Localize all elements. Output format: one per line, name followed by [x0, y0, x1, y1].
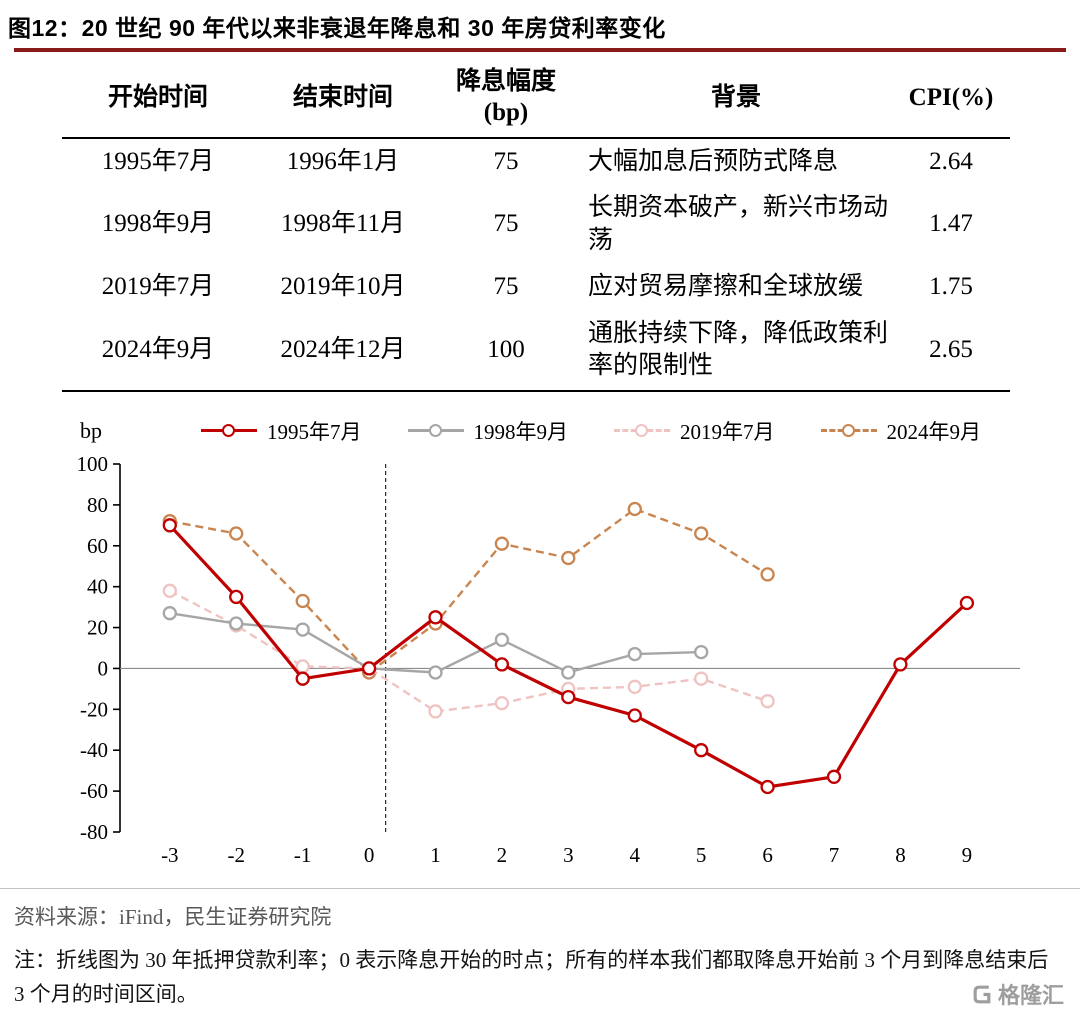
legend-marker-icon: [635, 424, 648, 437]
cell-start-time: 2019年7月: [101, 273, 215, 300]
col-header-cpi: CPI(%): [892, 62, 1010, 139]
cell-cut-magnitude: 100: [487, 335, 525, 363]
cell-background: 应对贸易摩擦和全球放缓: [588, 273, 864, 300]
footer: 资料来源：iFind，民生证券研究院 注：折线图为 30 年抵押贷款利率；0 表…: [0, 887, 1080, 1011]
table-row: 2024年9月 2024年12月 100 通胀持续下降，降低政策利率的限制性 2…: [62, 311, 1010, 391]
col-header-cut-magnitude-line1: 降息幅度: [455, 68, 556, 95]
svg-text:100: 100: [77, 452, 109, 476]
title-underline-rule: [14, 48, 1066, 52]
legend-item-1998: 1998年9月: [407, 416, 569, 446]
figure-title-block: 图12：20 世纪 90 年代以来非衰退年降息和 30 年房贷利率变化: [0, 0, 1080, 52]
svg-text:7: 7: [829, 843, 840, 867]
legend-label: 2019年7月: [680, 419, 775, 444]
gelonghui-logo: 格隆汇: [972, 978, 1064, 1010]
cell-start-time: 1995年7月: [101, 147, 215, 175]
legend-item-2019: 2019年7月: [614, 416, 775, 446]
legend-marker-icon: [428, 424, 442, 437]
cell-cpi: 2.64: [929, 147, 973, 175]
legend-label: 1995年7月: [267, 419, 362, 444]
rate-cut-table: 开始时间 结束时间 降息幅度 (bp) 背景 CPI(%) 1995年7月 19…: [62, 62, 1010, 392]
svg-text:20: 20: [87, 615, 108, 639]
svg-text:1: 1: [430, 843, 441, 867]
cell-start-time: 2024年9月: [101, 335, 215, 363]
table-row: 1998年9月 1998年11月 75 长期资本破产，新兴市场动荡 1.47: [62, 185, 1010, 264]
legend-label: 2024年9月: [886, 419, 982, 444]
svg-text:5: 5: [696, 843, 707, 867]
svg-text:80: 80: [87, 492, 108, 516]
svg-text:9: 9: [962, 843, 973, 867]
table-header-row: 开始时间 结束时间 降息幅度 (bp) 背景 CPI(%): [62, 62, 1010, 139]
line-chart: 100 80 60 40 20 0 -20 -40 -60 -80 -3 -2 -1 0 1 2 3 4 5 6 7 8 9: [77, 452, 1020, 867]
cell-cpi: 1.75: [929, 273, 973, 300]
svg-text:-60: -60: [80, 779, 108, 803]
legend-line-sample-icon: [614, 424, 670, 437]
svg-text:0: 0: [364, 843, 375, 867]
svg-text:-40: -40: [80, 738, 108, 762]
legend-line-sample-icon: [201, 424, 257, 437]
col-header-cut-magnitude: 降息幅度 (bp): [432, 62, 580, 139]
svg-text:-20: -20: [80, 697, 108, 721]
svg-text:-1: -1: [294, 843, 312, 867]
cell-cut-magnitude: 75: [493, 273, 519, 300]
svg-text:-80: -80: [80, 820, 108, 844]
col-header-start-time: 开始时间: [62, 62, 254, 139]
col-header-end-time: 结束时间: [254, 62, 432, 139]
legend-item-1995: 1995年7月: [201, 416, 362, 446]
chart-legend: 1995年7月 1998年9月 2019年7月 2024年9月: [102, 416, 1080, 446]
svg-text:8: 8: [895, 843, 906, 867]
svg-text:3: 3: [563, 843, 574, 867]
cell-background: 长期资本破产，新兴市场动荡: [588, 194, 889, 254]
gelonghui-logo-icon: [973, 985, 991, 1003]
legend-marker-icon: [841, 424, 855, 437]
y-axis-unit-label: bp: [80, 417, 102, 443]
cell-start-time: 1998年9月: [101, 210, 215, 238]
svg-text:-2: -2: [227, 843, 245, 867]
legend-line-sample-icon: [407, 424, 464, 437]
cell-end-time: 2019年10月: [280, 273, 406, 300]
cell-cut-magnitude: 75: [493, 147, 519, 175]
cell-end-time: 1996年1月: [286, 147, 400, 175]
svg-text:0: 0: [98, 656, 109, 680]
col-header-cut-magnitude-unit: (bp): [483, 99, 529, 127]
figure-title: 图12：20 世纪 90 年代以来非衰退年降息和 30 年房贷利率变化: [8, 15, 666, 41]
methodology-note: 注：折线图为 30 年抵押贷款利率；0 表示降息开始的时点；所有的样本我们都取降…: [14, 947, 1049, 1006]
gelonghui-logo-text: 格隆汇: [997, 983, 1064, 1008]
cell-cut-magnitude: 75: [493, 210, 519, 238]
cell-end-time: 2024年12月: [280, 335, 406, 363]
cell-end-time: 1998年11月: [280, 210, 406, 238]
cell-cpi: 1.47: [929, 210, 973, 238]
svg-text:2: 2: [497, 843, 508, 867]
svg-text:6: 6: [762, 843, 773, 867]
legend-marker-icon: [222, 424, 235, 437]
svg-text:-3: -3: [161, 843, 179, 867]
legend-label: 1998年9月: [473, 419, 569, 444]
cell-cpi: 2.65: [929, 335, 973, 363]
legend-line-sample-icon: [820, 424, 877, 437]
table-row: 1995年7月 1996年1月 75 大幅加息后预防式降息 2.64: [62, 138, 1010, 186]
chart-header: bp 1995年7月 1998年9月 2019年7月 2024年9月: [0, 416, 1080, 446]
cell-background: 大幅加息后预防式降息: [588, 147, 839, 175]
table-row: 2019年7月 2019年10月 75 应对贸易摩擦和全球放缓 1.75: [62, 264, 1010, 311]
cell-background: 通胀持续下降，降低政策利率的限制性: [588, 319, 889, 380]
legend-item-2024: 2024年9月: [820, 416, 982, 446]
source-note: 资料来源：iFind，民生证券研究院: [14, 904, 332, 929]
svg-text:60: 60: [87, 533, 108, 557]
svg-text:4: 4: [630, 843, 641, 867]
svg-text:40: 40: [87, 574, 108, 598]
col-header-background: 背景: [580, 62, 892, 139]
